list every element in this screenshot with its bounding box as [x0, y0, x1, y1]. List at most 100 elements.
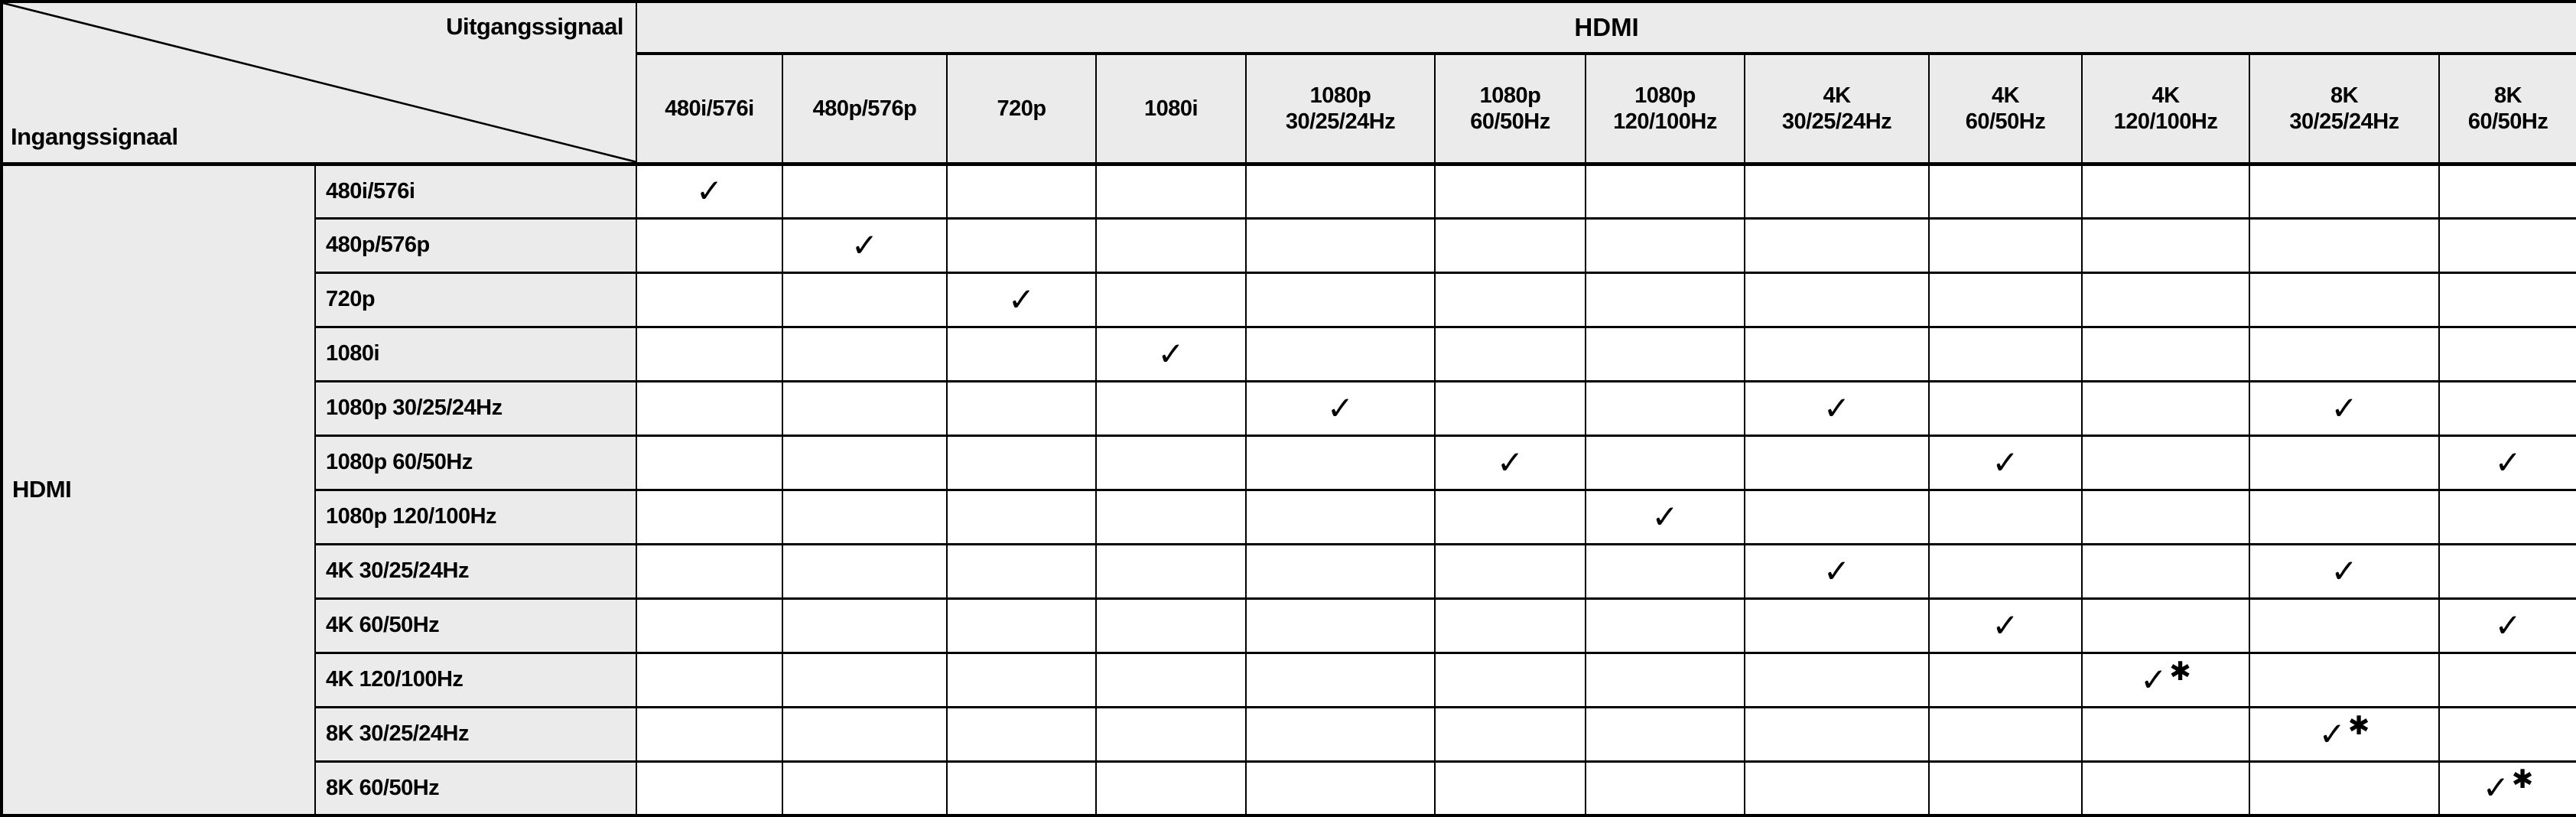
matrix-cell	[946, 216, 1097, 274]
check-icon: ✓	[1992, 607, 2019, 643]
matrix-cell	[2081, 216, 2250, 274]
matrix-cell	[1744, 271, 1930, 328]
matrix-cell: ✓	[946, 271, 1097, 328]
column-header: 1080p 30/25/24Hz	[1245, 52, 1436, 166]
matrix-cell	[2438, 651, 2576, 708]
matrix-cell	[1245, 597, 1436, 654]
matrix-cell	[1245, 705, 1436, 763]
matrix-cell	[1928, 162, 2083, 220]
table-row: HDMI 480i/576i ✓	[1, 162, 2576, 817]
matrix-cell	[1585, 597, 1745, 654]
matrix-cell	[2438, 379, 2576, 437]
check-icon: ✓	[1651, 498, 1679, 535]
column-header: 8K 60/50Hz	[2438, 52, 2576, 166]
row-header: 1080p 120/100Hz	[314, 488, 637, 545]
matrix-cell	[1585, 271, 1745, 328]
matrix-cell	[1585, 379, 1745, 437]
matrix-cell	[1744, 325, 1930, 382]
matrix-cell	[782, 434, 948, 491]
matrix-cell	[1744, 216, 1930, 274]
check-icon: ✓	[2140, 661, 2168, 698]
matrix-cell	[782, 379, 948, 437]
matrix-cell	[2249, 216, 2440, 274]
matrix-cell	[1744, 760, 1930, 817]
matrix-cell: ✓	[2438, 434, 2576, 491]
matrix-cell: ✓	[1928, 597, 2083, 654]
matrix-cell	[1095, 651, 1247, 708]
check-icon: ✓	[1326, 389, 1355, 426]
check-icon: ✓	[2494, 607, 2522, 643]
matrix-cell	[1434, 216, 1586, 274]
matrix-cell	[946, 651, 1097, 708]
matrix-cell	[782, 325, 948, 382]
matrix-cell	[946, 162, 1097, 220]
column-header: 1080i	[1095, 52, 1247, 166]
table-row: 1080p 120/100Hz ✓	[2, 488, 2576, 545]
matrix-cell: ✓	[1095, 325, 1247, 382]
row-header: 4K 120/100Hz	[314, 651, 637, 708]
matrix-cell	[2438, 488, 2576, 545]
matrix-cell	[1095, 597, 1247, 654]
row-header: 8K 30/25/24Hz	[314, 705, 637, 763]
matrix-cell	[1585, 705, 1745, 763]
matrix-cell: ✓	[1744, 542, 1930, 600]
matrix-cell	[1245, 542, 1436, 600]
row-header: 4K 60/50Hz	[314, 597, 637, 654]
matrix-cell	[1744, 651, 1930, 708]
matrix-cell	[2249, 651, 2440, 708]
table-row: 480p/576p ✓	[2, 216, 2576, 274]
matrix-cell	[636, 434, 783, 491]
matrix-cell	[1095, 434, 1247, 491]
row-header: 1080p 60/50Hz	[314, 434, 637, 491]
matrix-cell	[1928, 325, 2083, 382]
matrix-cell	[782, 760, 948, 817]
column-header: 720p	[946, 52, 1097, 166]
column-header: 1080p 120/100Hz	[1585, 52, 1745, 166]
matrix-cell	[2249, 488, 2440, 545]
check-icon: ✓	[2330, 552, 2358, 589]
matrix-cell	[946, 542, 1097, 600]
matrix-cell	[636, 597, 783, 654]
matrix-cell	[1585, 216, 1745, 274]
matrix-cell	[1928, 760, 2083, 817]
matrix-cell	[1434, 271, 1586, 328]
matrix-cell	[1095, 542, 1247, 600]
check-icon: ✓	[1823, 552, 1851, 589]
matrix-cell	[1928, 271, 2083, 328]
matrix-cell	[782, 651, 948, 708]
input-group-header: HDMI	[1, 162, 316, 817]
column-header-row: 480i/576i 480p/576p 720p 1080i 1080p 30/25/2…	[2, 52, 2576, 166]
matrix-cell	[2081, 434, 2250, 491]
matrix-cell: ✓	[1744, 379, 1930, 437]
check-icon: ✓	[1007, 281, 1036, 317]
matrix-cell	[946, 705, 1097, 763]
matrix-cell	[1744, 162, 1930, 220]
matrix-cell	[636, 379, 783, 437]
check-icon: ✓	[1992, 444, 2019, 480]
matrix-cell	[1744, 488, 1930, 545]
matrix-cell: ✓	[2438, 597, 2576, 654]
matrix-cell	[1245, 162, 1436, 220]
matrix-cell	[1434, 379, 1586, 437]
matrix-cell	[2249, 597, 2440, 654]
row-header: 1080i	[314, 325, 637, 382]
matrix-cell	[636, 325, 783, 382]
row-header: 8K 60/50Hz	[314, 760, 637, 817]
matrix-cell	[1585, 651, 1745, 708]
matrix-cell	[1928, 488, 2083, 545]
output-group-header: HDMI	[635, 0, 2576, 55]
matrix-cell	[946, 325, 1097, 382]
matrix-cell	[2081, 162, 2250, 220]
matrix-cell	[782, 542, 948, 600]
matrix-cell	[1928, 542, 2083, 600]
matrix-cell	[2081, 597, 2250, 654]
check-icon: ✓	[1823, 389, 1851, 426]
output-axis-label: Uitgangssignaal	[446, 13, 623, 40]
matrix-cell	[1095, 271, 1247, 328]
matrix-cell	[1434, 488, 1586, 545]
matrix-cell: ✓✱	[2438, 760, 2576, 817]
matrix-cell	[1245, 434, 1436, 491]
matrix-cell	[1434, 705, 1586, 763]
input-axis-label: Ingangssignaal	[11, 122, 178, 150]
matrix-cell: ✓	[636, 162, 783, 220]
